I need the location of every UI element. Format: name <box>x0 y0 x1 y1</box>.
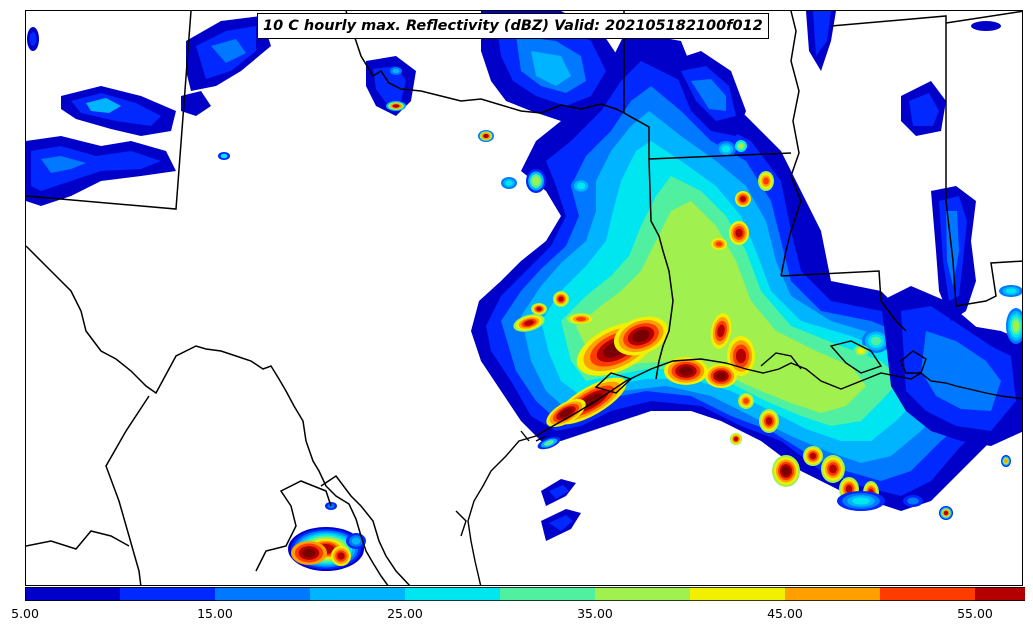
colorbar-cell <box>310 587 405 601</box>
storm-cell <box>1012 320 1020 332</box>
storm-cell <box>809 452 817 460</box>
state-borders <box>26 11 1022 585</box>
storm-cell <box>392 68 400 74</box>
storm-cell <box>738 143 744 149</box>
colorbar-cell <box>215 587 310 601</box>
ar-band <box>813 11 831 56</box>
storm-cell <box>337 552 345 560</box>
storm-cell <box>829 464 837 474</box>
storm-cell <box>505 180 513 186</box>
colorbar-cell <box>785 587 880 601</box>
colorbar-cell <box>595 587 690 601</box>
nm-band <box>86 98 121 113</box>
storm-cell <box>845 485 853 493</box>
tx-pan-band <box>181 91 211 116</box>
storm-cell <box>857 348 865 354</box>
storm-cell <box>220 153 228 159</box>
rr-cell <box>373 66 406 103</box>
storm-cell <box>559 408 573 418</box>
storm-cell <box>721 145 731 153</box>
storm-cell <box>743 398 749 404</box>
colorbar-cell <box>500 587 595 601</box>
nm-band <box>41 156 86 173</box>
gulf-streak <box>549 485 569 499</box>
storm-cell <box>524 320 534 326</box>
colorbar <box>25 587 1025 601</box>
storm-cell <box>907 497 919 505</box>
storm-cell <box>717 324 725 338</box>
storm-cell <box>576 182 586 190</box>
reflectivity-field <box>26 11 1022 571</box>
colorbar-tick-label: 5.00 <box>11 606 39 621</box>
ms-cell <box>909 93 939 126</box>
storm-cell <box>735 228 743 238</box>
colorbar-tick-label: 15.00 <box>197 606 233 621</box>
storm-cell <box>532 176 540 186</box>
storm-cell <box>1004 458 1008 464</box>
colorbar-cell <box>25 587 120 601</box>
colorbar-tick-label: 35.00 <box>577 606 613 621</box>
storm-cell <box>740 196 746 202</box>
storm-cell <box>558 296 564 302</box>
reflectivity-map <box>26 11 1022 585</box>
storm-cell <box>302 548 316 558</box>
map-panel <box>25 10 1023 586</box>
colorbar-tick-label: 45.00 <box>767 606 803 621</box>
storm-cell <box>765 417 773 425</box>
gulf-streak <box>549 515 573 531</box>
storm-cell <box>632 329 650 343</box>
colorbar-cell <box>880 587 975 601</box>
storm-cell <box>971 21 1001 31</box>
coastline <box>455 340 1022 585</box>
storm-cell <box>483 133 489 139</box>
ok-band <box>531 51 571 86</box>
storm-cell <box>735 348 747 364</box>
storm-cell <box>734 437 738 441</box>
map-title: 10 C hourly max. Reflectivity (dBZ) Vali… <box>257 13 769 39</box>
storm-cell <box>781 466 791 476</box>
colorbar-cell <box>690 587 785 601</box>
storm-cell <box>536 307 542 311</box>
storm-cell <box>29 32 37 46</box>
storm-cell <box>351 537 361 545</box>
colorbar-tick-label: 25.00 <box>387 606 423 621</box>
storm-cell <box>544 440 554 446</box>
colorbar-cell <box>405 587 500 601</box>
storm-cell <box>575 316 587 322</box>
colorbar-tick-label: 55.00 <box>957 606 993 621</box>
storm-cell <box>943 510 949 516</box>
storm-cell <box>678 366 694 376</box>
storm-cell <box>715 372 727 380</box>
ar-cell <box>691 79 726 111</box>
storm-cell <box>392 104 400 108</box>
storm-cell <box>1005 288 1017 294</box>
colorbar-cell <box>975 587 1025 601</box>
storm-cell <box>715 241 723 247</box>
storm-cell <box>852 497 870 505</box>
tx-pan-band <box>211 39 246 63</box>
colorbar-cell <box>120 587 215 601</box>
east-band <box>921 331 1001 411</box>
storm-cell <box>763 177 769 185</box>
storm-cell <box>870 336 882 346</box>
